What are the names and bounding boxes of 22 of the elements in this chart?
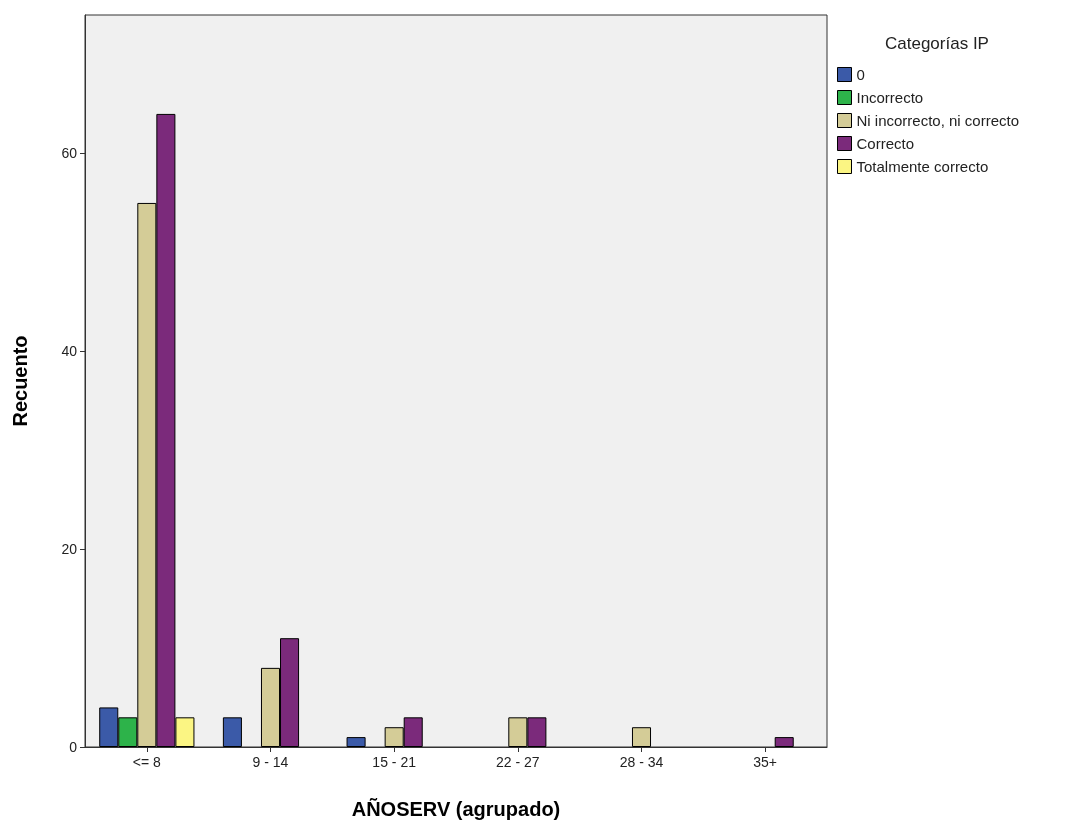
x-tick-label: 22 - 27 xyxy=(496,754,540,770)
legend-label: Incorrecto xyxy=(856,89,924,106)
x-tick-label: 35+ xyxy=(753,754,778,770)
bar xyxy=(631,727,652,747)
bar xyxy=(222,717,242,747)
y-tick-label: 20 xyxy=(61,541,78,558)
legend-label: 0 xyxy=(856,66,865,83)
x-tick-label: 15 - 21 xyxy=(372,754,417,770)
y-axis-title: Recuento xyxy=(9,335,31,427)
y-tick-label: 60 xyxy=(61,145,78,162)
bar xyxy=(774,737,794,747)
legend-label: Correcto xyxy=(856,135,915,152)
y-tick-label: 40 xyxy=(61,343,78,360)
x-axis-title: AÑOSERV (agrupado) xyxy=(351,798,561,820)
x-tick-label: 9 - 14 xyxy=(252,754,289,770)
y-tick-label: 0 xyxy=(69,739,78,755)
legend-label: Totalmente correcto xyxy=(856,158,989,175)
bar xyxy=(346,737,366,747)
x-tick-label: <= 8 xyxy=(132,754,162,770)
x-tick-label: 28 - 34 xyxy=(619,754,664,770)
legend-label: Ni incorrecto, ni correcto xyxy=(856,112,1020,129)
legend-title: Categorías IP xyxy=(885,34,989,53)
